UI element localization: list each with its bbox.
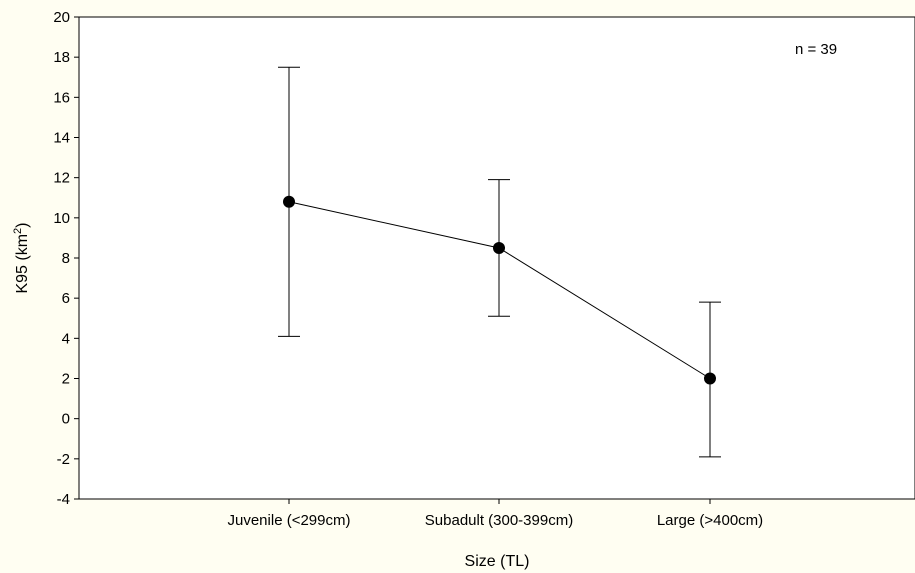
data-point <box>283 195 295 208</box>
x-tick-label: Subadult (300-399cm) <box>425 512 573 529</box>
data-point <box>704 372 716 385</box>
y-tick-label: -4 <box>57 491 70 508</box>
y-tick-label: 0 <box>62 411 70 428</box>
x-tick-label: Large (>400cm) <box>657 512 763 529</box>
y-tick-label: 12 <box>53 170 70 187</box>
y-tick-label: 10 <box>53 210 70 227</box>
plot-area <box>78 16 915 500</box>
x-axis-label: Size (TL) <box>465 553 530 570</box>
x-tick-label: Juvenile (<299cm) <box>228 512 351 529</box>
y-tick-label: 14 <box>53 130 70 147</box>
y-tick-label: 18 <box>53 49 70 66</box>
series-layer <box>278 66 721 458</box>
y-tick-label: 8 <box>62 250 70 267</box>
annotation-n: n = 39 <box>795 41 837 58</box>
x-axis: Juvenile (<299cm) Subadult (300-399cm) Lar… <box>228 499 763 529</box>
y-axis-label: K95 (km2) <box>12 222 31 293</box>
data-point <box>493 241 505 254</box>
y-tick-label: 6 <box>62 290 70 307</box>
y-tick-label: 4 <box>62 330 70 347</box>
y-tick-label: 2 <box>62 371 70 388</box>
y-tick-label: -2 <box>57 451 70 468</box>
y-axis: -4 -2 0 2 4 6 8 10 12 14 16 18 20 <box>53 9 79 508</box>
y-tick-label: 16 <box>53 89 70 106</box>
y-tick-label: 20 <box>53 9 70 26</box>
